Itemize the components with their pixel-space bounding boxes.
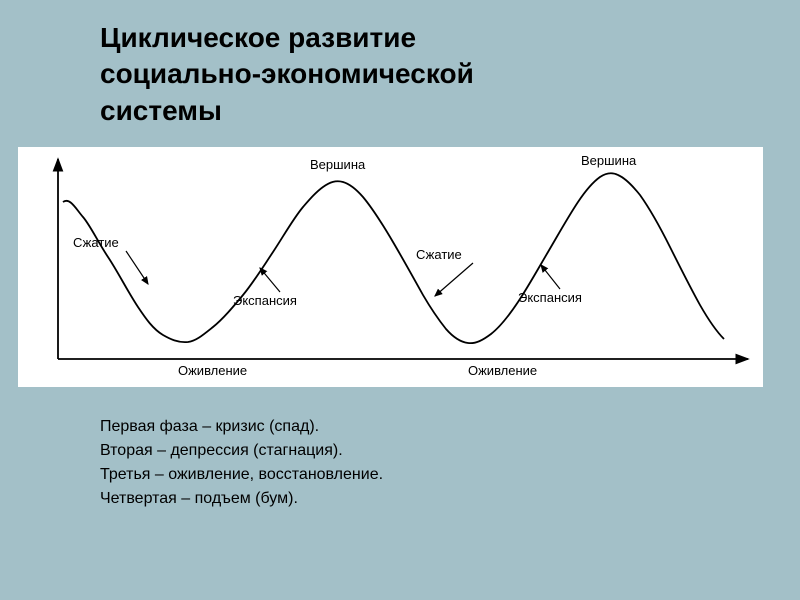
svg-text:Экспансия: Экспансия [233,293,297,308]
title-line-3: системы [100,93,800,129]
svg-text:Вершина: Вершина [581,153,637,168]
svg-text:Сжатие: Сжатие [416,247,462,262]
cycle-chart: Вершина Вершина Сжатие Сжатие Экспансия Экспа… [18,147,763,387]
title-line-2: социально-экономической [100,56,800,92]
title-line-1: Циклическое развитие [100,20,800,56]
svg-text:Оживление: Оживление [468,363,537,378]
svg-text:Оживление: Оживление [178,363,247,378]
phase-2: Вторая – депрессия (стагнация). [100,439,800,463]
page-title: Циклическое развитие социально-экономиче… [0,0,800,129]
svg-text:Вершина: Вершина [310,157,366,172]
phase-4: Четвертая – подъем (бум). [100,487,800,511]
svg-text:Сжатие: Сжатие [73,235,119,250]
phase-3: Третья – оживление, восстановление. [100,463,800,487]
phase-list: Первая фаза – кризис (спад). Вторая – де… [0,387,800,511]
phase-1: Первая фаза – кризис (спад). [100,415,800,439]
chart-svg: Вершина Вершина Сжатие Сжатие Экспансия Экспа… [18,147,763,387]
svg-text:Экспансия: Экспансия [518,290,582,305]
